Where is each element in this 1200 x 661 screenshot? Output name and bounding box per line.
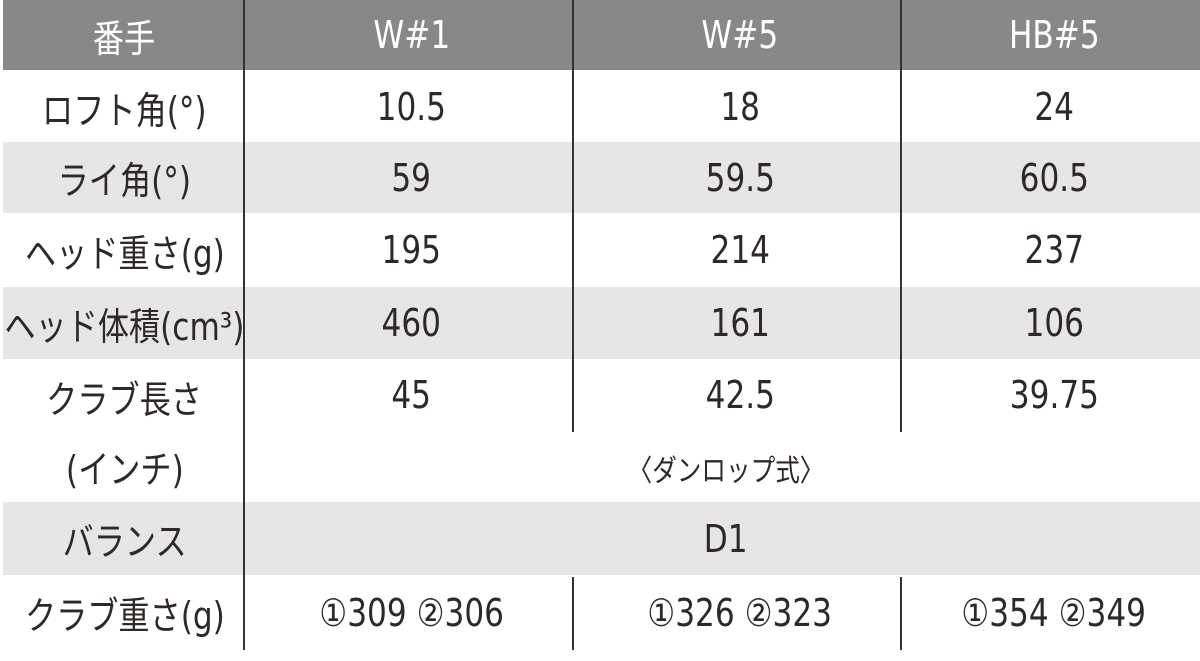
cell: 460 [381,301,442,345]
row-club-length: クラブ長さ (インチ) 45 42.5 39.75 〈ダンロップ式〉 [3,359,1200,502]
column-divider [243,0,245,650]
cell: 214 [710,228,770,272]
cell: 10.5 [376,85,447,129]
column-divider [572,0,574,432]
row-label: ヘッド重さ(g) [24,231,225,276]
cell: 39.75 [1009,373,1099,417]
row-label: ロフト角(°) [42,88,207,133]
row-balance: バランス D1 [3,502,1200,575]
row-label: バランス [62,520,187,564]
cell: 60.5 [1019,155,1089,200]
header-w5: W#5 [701,13,779,57]
row-label: ライ角(°) [57,159,192,203]
cell: 59 [391,155,432,200]
header-row: 番手 W#1 W#5 HB#5 [3,0,1200,70]
column-divider [900,0,902,432]
cell: 161 [710,301,770,345]
cell: 42.5 [705,373,775,417]
cell: 18 [720,85,760,129]
header-label: 番手 [93,16,156,61]
row-head-weight: ヘッド重さ(g) 195 214 237 [3,213,1200,287]
cell: 24 [1034,85,1074,129]
cell: ①354 ②349 [961,590,1147,635]
row-label: クラブ長さ [46,377,203,422]
row-head-volume: ヘッド体積(cm³) 460 161 106 [3,287,1200,359]
measurement-note: 〈ダンロップ式〉 [627,454,824,489]
header-hb5: HB#5 [1008,13,1100,57]
cell: 195 [381,228,442,272]
cell: ①326 ②323 [647,590,833,635]
cell: 45 [391,373,432,417]
cell: ①309 ②306 [319,590,504,635]
row-label-unit: (インチ) [65,447,184,492]
row-club-weight: クラブ重さ(g) ①309 ②306 ①326 ②323 ①354 ②349 [3,575,1200,650]
row-loft: ロフト角(°) 10.5 18 24 [3,72,1200,142]
row-lie: ライ角(°) 59 59.5 60.5 [3,142,1200,213]
column-divider [572,577,574,650]
cell: 106 [1024,301,1084,345]
cell: 237 [1024,228,1084,272]
row-label: クラブ重さ(g) [24,594,225,638]
cell: 59.5 [705,155,775,200]
row-label: ヘッド体積(cm³) [4,304,245,349]
column-divider [900,577,902,650]
header-w1: W#1 [373,13,450,57]
cell: D1 [703,516,748,561]
